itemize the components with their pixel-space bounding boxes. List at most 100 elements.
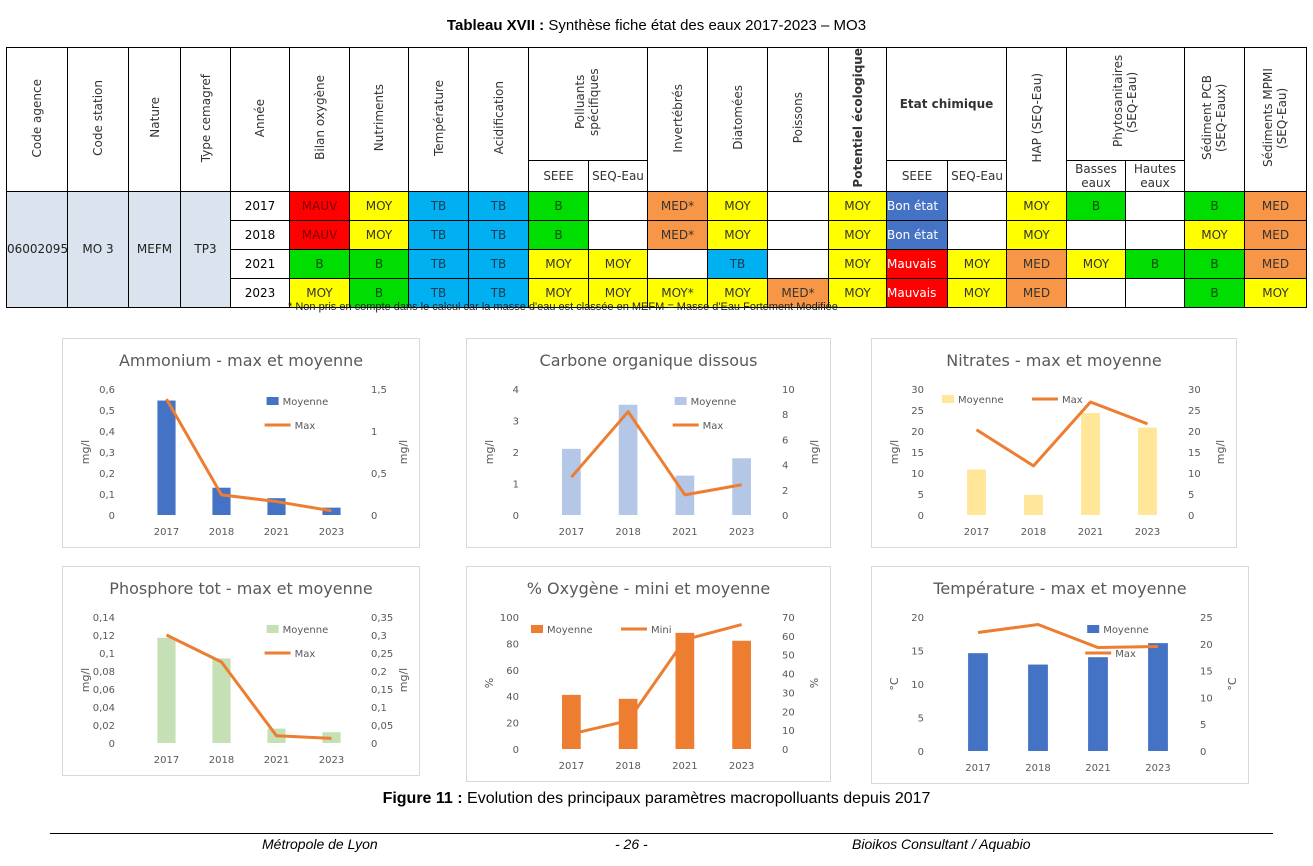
bar-2023 <box>732 458 751 515</box>
header-code-agence: Code agence <box>6 47 68 192</box>
footer-rule <box>50 833 1273 834</box>
status-cell: B <box>1066 190 1127 221</box>
y-tick-label: 20 <box>911 613 924 624</box>
status-cell <box>946 190 1008 221</box>
status-cell: MOY <box>828 248 887 279</box>
x-tick-label: 2021 <box>672 527 697 538</box>
y-tick-label: 100 <box>500 613 519 624</box>
y-tick-label: 15 <box>911 448 924 459</box>
status-cell: TB <box>468 248 529 279</box>
status-cell <box>946 219 1008 250</box>
status-cell: TB <box>408 277 469 308</box>
status-cell: Bon état <box>886 190 948 221</box>
legend-swatch-bar <box>674 397 687 405</box>
y2-tick-label: 25 <box>1200 613 1213 624</box>
y2-tick-label: 0 <box>1200 747 1206 758</box>
y2-axis-label: °C <box>1226 677 1239 691</box>
y-tick-label: 20 <box>911 427 924 438</box>
y2-tick-label: 10 <box>1200 693 1213 704</box>
chart-title: Carbone organique dissous <box>540 351 758 370</box>
chart-0: Ammonium - max et moyenne 0 0,1 0,2 0,3 0,4 0,… <box>62 338 420 548</box>
header-potentiel: Potentiel écologique <box>828 47 887 192</box>
y2-tick-label: 20 <box>1188 427 1201 438</box>
header-polluants: Polluants spécifiques <box>528 47 648 161</box>
legend-label-line: Max <box>295 649 316 660</box>
x-tick-label: 2017 <box>559 527 584 538</box>
x-tick-label: 2017 <box>964 527 989 538</box>
chart-3: Phosphore tot - max et moyenne 0 0,02 0,04 0… <box>62 566 420 776</box>
table-row: 06002095 MO 3 MEFM TP3 2017 MAUV MOY TB TB B MED* M… <box>6 190 1308 308</box>
y2-tick-label: 10 <box>1188 469 1201 480</box>
y2-tick-label: 0,2 <box>371 667 387 678</box>
cell-nature: MEFM <box>128 190 181 308</box>
y-tick-label: 25 <box>911 406 924 417</box>
status-cell: MOY <box>828 277 887 308</box>
x-tick-label: 2021 <box>1085 763 1110 774</box>
y-tick-label: 0 <box>513 511 519 522</box>
y-tick-label: 0 <box>109 511 115 522</box>
status-cell: MOY* <box>647 277 708 308</box>
x-tick-label: 2023 <box>1135 527 1160 538</box>
status-cell: Mauvais <box>886 248 948 279</box>
status-cell: TB <box>468 190 529 221</box>
chart-1: Carbone organique dissous 0 1 2 3 4 0 2 4 6 8 10 mg/… <box>466 338 831 548</box>
y2-tick-label: 50 <box>782 651 795 662</box>
x-tick-label: 2023 <box>319 755 344 766</box>
y-tick-label: 0,06 <box>93 685 115 696</box>
chart-svg: Phosphore tot - max et moyenne 0 0,02 0,04 0… <box>79 579 410 766</box>
status-cell: TB <box>707 248 768 279</box>
header-phyto: Phytosanitaires (SEQ-Eau) <box>1066 47 1186 161</box>
bar-2023 <box>322 507 341 515</box>
x-tick-label: 2018 <box>615 527 640 538</box>
legend-label-line: Max <box>1062 395 1083 406</box>
chart-title: Température - max et moyenne <box>932 579 1186 598</box>
y2-tick-label: 1,5 <box>371 385 387 396</box>
bar-2017 <box>157 637 176 743</box>
status-cell <box>1125 277 1186 308</box>
x-tick-label: 2023 <box>729 761 754 772</box>
y-tick-label: 80 <box>506 639 519 650</box>
y2-tick-label: 60 <box>782 632 795 643</box>
chart-title: % Oxygène - mini et moyenne <box>527 579 770 598</box>
y2-tick-label: 10 <box>782 726 795 737</box>
legend-label-line: Max <box>1115 649 1136 660</box>
header-basses-eaux: Basses eaux <box>1066 159 1127 192</box>
y-tick-label: 0,12 <box>93 631 115 642</box>
status-cell: TB <box>468 219 529 250</box>
status-cell <box>1066 277 1127 308</box>
status-cell: MED <box>1244 219 1308 250</box>
y-tick-label: 15 <box>911 647 924 658</box>
header-etat-chimique: Etat chimique <box>885 47 1008 161</box>
y-tick-label: 0 <box>918 747 924 758</box>
line-series <box>571 623 743 736</box>
status-cell: B <box>1184 248 1246 279</box>
y2-tick-label: 5 <box>1188 490 1194 501</box>
chart-title: Ammonium - max et moyenne <box>119 351 363 370</box>
legend-swatch-bar <box>531 625 543 633</box>
status-cell: MED* <box>767 277 829 308</box>
y-tick-label: 0 <box>918 511 924 522</box>
y-tick-label: 1 <box>513 480 519 491</box>
y-axis-label: % <box>483 678 496 688</box>
status-cell: MOY <box>946 277 1008 308</box>
status-cell: TB <box>408 248 469 279</box>
legend-label-bar: Moyenne <box>283 397 329 408</box>
x-tick-label: 2017 <box>559 761 584 772</box>
legend-swatch-bar <box>942 395 954 403</box>
y2-tick-label: 0 <box>1188 511 1194 522</box>
y2-tick-label: 0,15 <box>371 685 393 696</box>
status-cell: B <box>528 219 589 250</box>
status-cell: MOY <box>828 219 887 250</box>
header-hautes-eaux: Hautes eaux <box>1125 159 1186 192</box>
status-cell: MOY <box>1066 248 1127 279</box>
legend-swatch-bar <box>1087 625 1100 633</box>
y-axis-label: mg/l <box>79 668 92 692</box>
status-cell: Bon état <box>886 219 948 250</box>
table-row: 2018 MAUV MOY TB TB B MED* MOY MOY Bon état MOY MOY… <box>7 219 1308 250</box>
y2-tick-label: 20 <box>1200 640 1213 651</box>
cell-code-agence: 06002095 <box>6 190 68 308</box>
chart-svg: % Oxygène - mini et moyenne 0 20 40 60 80 100 0… <box>483 579 821 772</box>
y-tick-label: 0,2 <box>99 469 115 480</box>
bar-2017 <box>562 448 581 515</box>
y2-tick-label: 0 <box>782 511 788 522</box>
